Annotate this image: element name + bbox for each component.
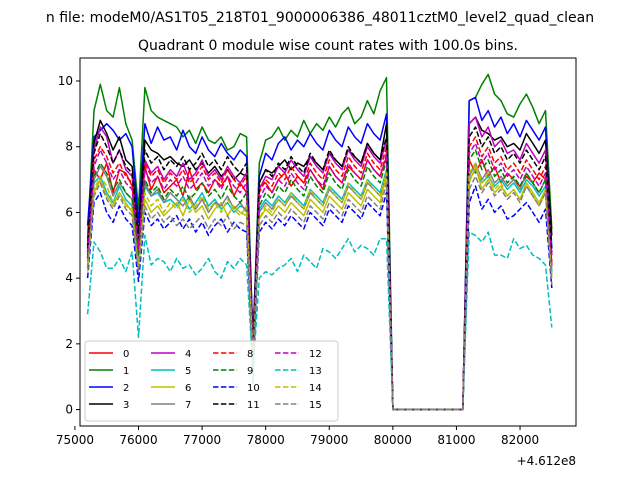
x-tick-label: 81000 — [437, 433, 475, 447]
chart-title: Quadrant 0 module wise count rates with … — [138, 38, 518, 54]
x-tick-label: 79000 — [310, 433, 348, 447]
series-line-11 — [86, 126, 553, 411]
y-tick-label: 10 — [58, 74, 73, 88]
x-tick-label: 80000 — [374, 433, 412, 447]
series-line-13 — [86, 231, 553, 411]
legend-label-11: 11 — [247, 400, 260, 411]
series-line-10 — [86, 185, 553, 411]
series-line-4 — [86, 116, 553, 411]
series-line-14 — [86, 162, 553, 411]
legend-label-5: 5 — [185, 366, 191, 377]
y-tick-label: 8 — [65, 140, 73, 154]
legend-label-6: 6 — [185, 383, 191, 394]
x-tick-label: 82000 — [501, 433, 539, 447]
x-tick-label: 76000 — [119, 433, 157, 447]
legend-label-15: 15 — [309, 400, 322, 411]
series-line-12 — [86, 142, 553, 411]
y-tick-label: 2 — [65, 337, 73, 351]
x-axis: 75000 76000 77000 78000 79000 80000 81000 82000 — [56, 426, 539, 447]
series-line-8 — [86, 136, 553, 411]
legend-label-9: 9 — [247, 366, 253, 377]
x-tick-label: 78000 — [247, 433, 285, 447]
y-axis: 0 2 4 6 8 10 — [58, 74, 80, 417]
legend-label-7: 7 — [185, 400, 191, 411]
figure-suptitle: n file: modeM0/AS1T05_218T01_9000006386_… — [46, 10, 594, 26]
legend-label-1: 1 — [123, 366, 129, 377]
legend-label-13: 13 — [309, 366, 322, 377]
legend-label-12: 12 — [309, 349, 322, 360]
legend-label-8: 8 — [247, 349, 253, 360]
series-line-9 — [86, 149, 553, 411]
series-layer — [86, 73, 553, 411]
legend-label-3: 3 — [123, 400, 129, 411]
plot-area-frame — [79, 57, 577, 427]
legend-label-0: 0 — [123, 349, 129, 360]
x-tick-label: 75000 — [56, 433, 94, 447]
x-offset-label: +4.612e8 — [517, 454, 576, 468]
y-tick-label: 6 — [65, 205, 73, 219]
legend-label-10: 10 — [247, 383, 260, 394]
y-tick-label: 0 — [65, 403, 73, 417]
legend-label-2: 2 — [123, 383, 129, 394]
y-tick-label: 4 — [65, 271, 73, 285]
legend-label-14: 14 — [309, 383, 322, 394]
x-tick-label: 77000 — [183, 433, 221, 447]
series-line-6 — [86, 165, 553, 411]
series-line-2 — [86, 96, 553, 411]
legend-box — [84, 340, 339, 422]
legend-label-4: 4 — [185, 349, 191, 360]
series-line-15 — [86, 175, 553, 411]
